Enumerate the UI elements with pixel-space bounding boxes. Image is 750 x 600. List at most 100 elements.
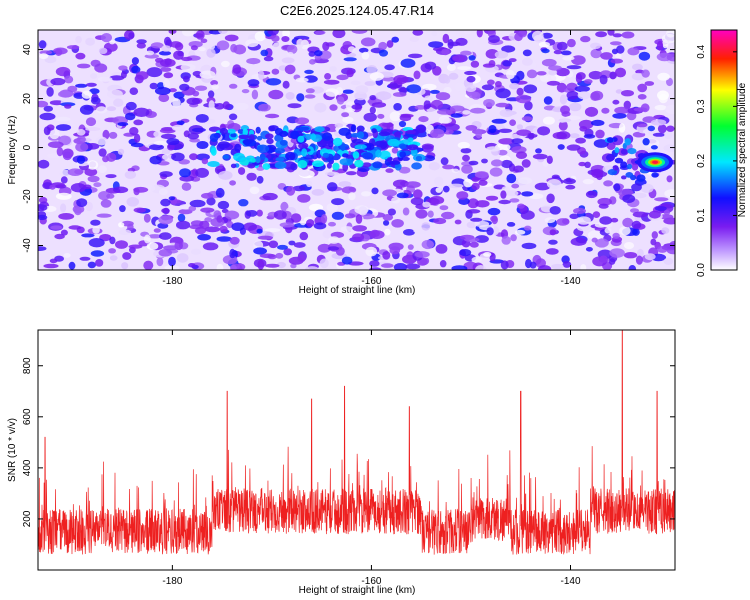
x-tick-label: -160: [361, 276, 381, 287]
heatmap-cell: [491, 159, 503, 167]
heatmap-cell: [537, 126, 551, 136]
heatmap-cell: [615, 89, 623, 94]
heatmap-cell: [389, 246, 401, 255]
heatmap-cell: [522, 57, 533, 66]
heatmap-cell: [189, 199, 206, 208]
heatmap-cell: [399, 151, 407, 158]
heatmap-cell: [76, 198, 88, 208]
heatmap-cell: [654, 197, 669, 202]
heatmap-cell: [497, 149, 508, 156]
heatmap-cell: [238, 134, 250, 140]
heatmap-cell: [623, 252, 638, 259]
heatmap-cell: [623, 242, 635, 250]
heatmap-cell: [249, 186, 260, 195]
heatmap-cell: [90, 219, 101, 226]
heatmap-cell: [606, 153, 615, 162]
heatmap-cell: [393, 263, 408, 270]
heatmap-cell: [89, 88, 100, 95]
heatmap-cell: [133, 207, 146, 213]
heatmap-cell: [379, 150, 391, 160]
heatmap-cell: [242, 128, 248, 136]
heatmap-cell: [210, 147, 217, 156]
heatmap-cell: [560, 105, 570, 115]
heatmap-cell: [491, 118, 507, 124]
heatmap-cell: [551, 174, 560, 179]
heatmap-cell: [206, 48, 216, 58]
heatmap-cell: [614, 147, 620, 154]
heatmap-cell: [418, 116, 429, 123]
heatmap-cell: [233, 102, 249, 111]
heatmap-cell: [402, 207, 410, 216]
heatmap-cell: [297, 194, 311, 203]
heatmap-cell: [129, 87, 139, 95]
heatmap-cell: [100, 199, 112, 208]
heatmap-cell: [664, 189, 675, 198]
heatmap-cell: [360, 37, 376, 47]
heatmap-cell: [379, 49, 388, 57]
heatmap-cell: [75, 52, 86, 60]
heatmap-cell: [441, 211, 455, 220]
heatmap-cell: [513, 165, 524, 173]
heatmap-cell: [75, 35, 82, 44]
heatmap-cell: [575, 137, 586, 144]
heatmap-cell: [178, 208, 193, 215]
heatmap-cell: [585, 190, 598, 199]
heatmap-cell: [133, 186, 149, 193]
heatmap-cell: [548, 69, 558, 76]
heatmap-cell: [325, 171, 340, 176]
heatmap-cell: [221, 60, 230, 68]
heatmap-cell: [460, 148, 472, 154]
x-tick-label: -140: [560, 276, 580, 287]
heatmap-cell: [500, 190, 507, 199]
heatmap-cell: [55, 116, 71, 122]
heatmap-cell: [361, 51, 370, 60]
heatmap-cell: [268, 240, 279, 249]
heatmap-cell: [325, 88, 339, 97]
heatmap-cell: [372, 161, 383, 169]
heatmap-cell: [573, 207, 586, 214]
heatmap-cell: [340, 226, 354, 232]
heatmap-cell: [398, 120, 407, 128]
heatmap-cell: [338, 127, 351, 136]
heatmap-cell: [628, 265, 637, 270]
heatmap-cell: [486, 227, 494, 236]
y-tick-label: 800: [22, 357, 33, 374]
heatmap-cell: [631, 183, 642, 192]
heatmap-cell: [262, 163, 271, 170]
heatmap-cell: [70, 183, 86, 193]
heatmap-cell: [74, 206, 82, 216]
heatmap-cell: [204, 226, 221, 233]
heatmap-cell: [168, 196, 176, 201]
heatmap-cell: [85, 82, 97, 87]
heatmap-cell: [543, 96, 553, 105]
heatmap-cell: [85, 143, 100, 150]
heatmap-cell: [195, 30, 205, 40]
heatmap-cell: [296, 93, 305, 102]
heatmap-cell: [245, 39, 259, 48]
heatmap-cell: [444, 75, 451, 84]
heatmap-cell: [322, 41, 330, 51]
heatmap-cell: [391, 36, 400, 43]
heatmap-cell: [328, 221, 336, 227]
heatmap-cell: [176, 253, 189, 263]
heatmap-cell: [189, 153, 198, 161]
heatmap-cell: [516, 87, 524, 96]
heatmap-cell: [604, 227, 612, 234]
heatmap-cell: [607, 30, 615, 36]
y-tick-label: 40: [22, 44, 33, 56]
heatmap-cell: [391, 147, 399, 154]
heatmap-cell: [580, 35, 591, 43]
heatmap-cell: [383, 220, 390, 226]
heatmap-cell: [565, 184, 576, 190]
heatmap-cell: [309, 59, 316, 65]
heatmap-cell: [56, 146, 64, 157]
heatmap-cell: [201, 158, 209, 165]
heatmap-cell: [119, 205, 126, 213]
heatmap-cell: [230, 264, 237, 270]
heatmap-cell: [619, 226, 631, 236]
heatmap-cell: [548, 65, 562, 71]
heatmap-cell: [258, 103, 271, 112]
heatmap-cell: [149, 144, 164, 151]
heatmap-cell: [350, 80, 361, 86]
heatmap-cell: [495, 102, 510, 108]
